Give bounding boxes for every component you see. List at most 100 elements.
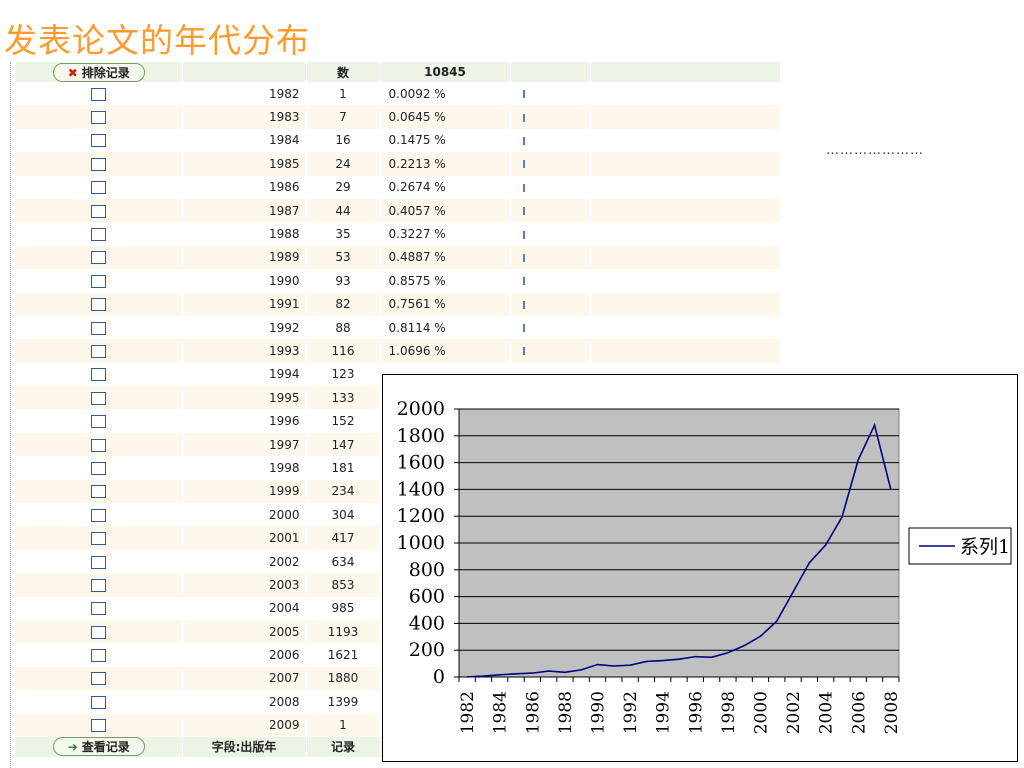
percent-bar: [522, 253, 525, 262]
year-cell: 1998: [182, 456, 307, 480]
count-cell: 1399: [306, 690, 381, 714]
count-cell: 116: [306, 339, 381, 363]
year-cell: 1991: [182, 292, 307, 316]
row-checkbox[interactable]: [91, 438, 107, 452]
year-cell: 2001: [182, 526, 307, 550]
y-tick-label: 1000: [397, 532, 445, 554]
row-checkbox[interactable]: [91, 602, 107, 616]
legend-label: 系列1: [960, 536, 1010, 558]
row-checkbox[interactable]: [91, 204, 107, 218]
row-checkbox[interactable]: [91, 508, 107, 522]
x-tick-label: 1986: [523, 691, 543, 734]
row-checkbox[interactable]: [91, 672, 107, 686]
percent-bar: [522, 230, 525, 239]
year-cell: 1994: [182, 362, 307, 387]
year-cell: 1983: [182, 105, 307, 129]
row-checkbox[interactable]: [91, 625, 107, 639]
row-checkbox[interactable]: [91, 649, 107, 663]
row-checkbox[interactable]: [91, 461, 107, 475]
row-checkbox[interactable]: [91, 298, 107, 312]
table-row: 1991 82 0.7561 %: [16, 292, 781, 316]
x-tick-label: 1984: [491, 691, 511, 734]
count-cell: 29: [306, 175, 381, 199]
percent-bar: [522, 113, 525, 122]
count-cell: 35: [306, 222, 381, 246]
row-checkbox[interactable]: [91, 134, 107, 148]
row-checkbox[interactable]: [91, 344, 107, 358]
year-cell: 2008: [182, 690, 307, 714]
row-checkbox[interactable]: [91, 555, 107, 569]
line-chart-svg: 0 200 400 600 800 1000 1200 1400 1600 1800 2000 198…: [397, 398, 1012, 734]
count-cell: 152: [306, 409, 381, 433]
row-checkbox[interactable]: [91, 415, 107, 429]
year-cell: 1989: [182, 245, 307, 270]
y-tick-label: 200: [409, 639, 445, 661]
row-checkbox[interactable]: [91, 485, 107, 499]
row-checkbox[interactable]: [91, 695, 107, 709]
row-checkbox[interactable]: [91, 251, 107, 265]
row-checkbox[interactable]: [91, 181, 107, 195]
year-cell: 1995: [182, 386, 307, 410]
year-cell: 1990: [182, 269, 307, 293]
count-cell: 133: [306, 386, 381, 410]
row-checkbox[interactable]: [91, 274, 107, 288]
count-cell: 634: [306, 549, 381, 574]
year-cell: 1987: [182, 198, 307, 223]
view-records-button[interactable]: ➔ 查看记录: [52, 737, 145, 757]
count-cell: 53: [306, 245, 381, 270]
count-cell: 1: [306, 713, 381, 737]
exclude-records-button[interactable]: ✖ 排除记录: [52, 62, 145, 82]
percent-bar: [522, 277, 525, 286]
count-cell: 1880: [306, 666, 381, 691]
x-tick-label: 1990: [589, 691, 609, 734]
close-icon: ✖: [67, 65, 78, 80]
x-tick-label: 1992: [621, 691, 641, 734]
year-cell: 2000: [182, 503, 307, 527]
row-checkbox[interactable]: [91, 111, 107, 125]
row-checkbox[interactable]: [91, 228, 107, 242]
table-header-row: ✖ 排除记录 数 10845: [16, 62, 781, 82]
y-tick-label: 1200: [397, 505, 445, 527]
year-cell: 2009: [182, 713, 307, 737]
row-checkbox[interactable]: [91, 532, 107, 546]
count-cell: 147: [306, 432, 381, 457]
count-cell: 93: [306, 269, 381, 293]
y-tick-label: 0: [433, 666, 445, 688]
table-row: 1990 93 0.8575 %: [16, 269, 781, 293]
year-cell: 2003: [182, 573, 307, 597]
percent-cell: 0.1475 %: [380, 128, 511, 153]
percent-bar: [522, 324, 525, 333]
percent-cell: 0.0645 %: [380, 105, 511, 129]
row-checkbox[interactable]: [91, 391, 107, 405]
record-column-header: 记录: [306, 736, 381, 757]
percent-bar: [522, 207, 525, 216]
total-count: 10845: [380, 62, 511, 82]
count-cell: 82: [306, 292, 381, 316]
row-checkbox[interactable]: [91, 87, 107, 101]
row-checkbox[interactable]: [91, 578, 107, 592]
count-cell: 24: [306, 152, 381, 176]
count-cell: 123: [306, 362, 381, 387]
row-checkbox[interactable]: [91, 321, 107, 335]
y-tick-label: 400: [409, 612, 445, 634]
row-checkbox[interactable]: [91, 719, 107, 733]
y-tick-label: 1800: [397, 425, 445, 447]
table-row: 1988 35 0.3227 %: [16, 222, 781, 246]
percent-cell: 0.0092 %: [380, 82, 511, 106]
count-cell: 853: [306, 573, 381, 597]
row-checkbox[interactable]: [91, 157, 107, 171]
count-cell: 44: [306, 198, 381, 223]
row-checkbox[interactable]: [91, 368, 107, 382]
percent-cell: 0.2213 %: [380, 152, 511, 176]
year-cell: 1996: [182, 409, 307, 433]
year-cell: 2005: [182, 619, 307, 644]
year-cell: 2006: [182, 643, 307, 667]
y-tick-label: 600: [409, 586, 445, 608]
percent-cell: 1.0696 %: [380, 339, 511, 363]
percent-bar: [522, 300, 525, 309]
year-cell: 2002: [182, 549, 307, 574]
field-label: 字段:出版年: [182, 736, 307, 757]
percent-bar: [522, 90, 525, 99]
slide-title: 发表论文的年代分布: [4, 21, 310, 60]
percent-bar: [522, 136, 525, 145]
